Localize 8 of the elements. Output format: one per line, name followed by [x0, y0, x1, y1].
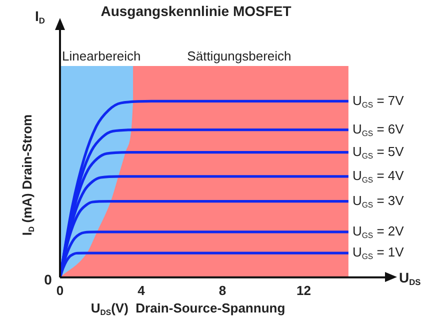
- x-tick-label: 12: [296, 282, 311, 298]
- chart-title: Ausgangskennlinie MOSFET: [100, 2, 292, 19]
- x-tick-label: 0: [56, 282, 64, 298]
- series-label: Linearbereich: [62, 48, 141, 64]
- text: 0: [44, 271, 52, 288]
- band-label: Sättigungsbereich: [187, 48, 292, 64]
- x-tick-label: 8: [218, 282, 226, 298]
- x-tick-label: 4: [138, 282, 146, 298]
